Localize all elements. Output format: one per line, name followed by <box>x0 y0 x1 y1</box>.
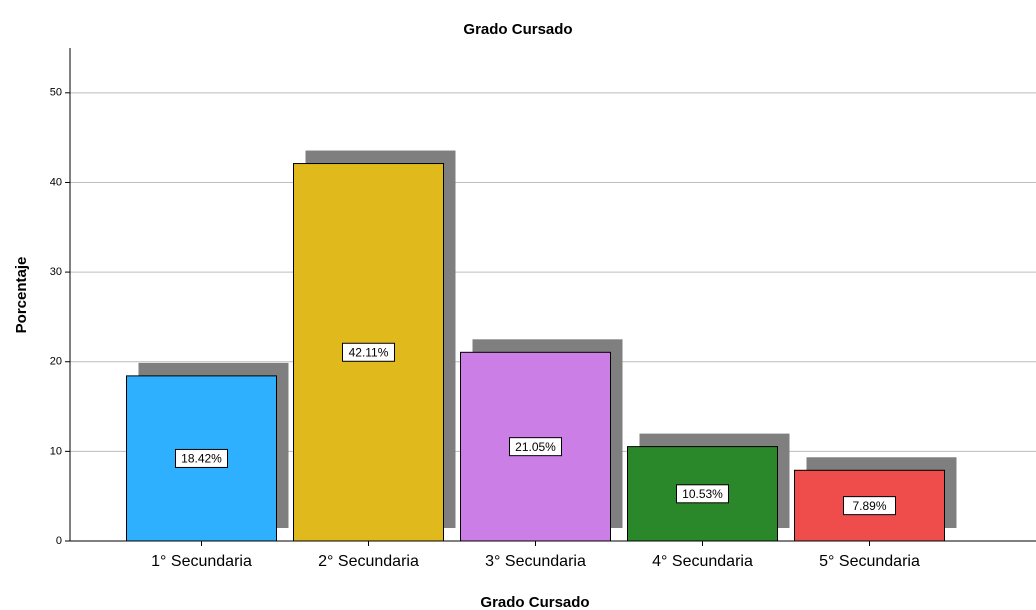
value-label-box <box>175 448 228 468</box>
y-tick-label: 30 <box>50 266 62 278</box>
value-label: 7.89% <box>852 499 886 513</box>
value-label: 18.42% <box>181 452 222 466</box>
y-tick-label: 40 <box>50 176 62 188</box>
y-tick-label: 20 <box>50 356 62 368</box>
y-tick-label: 10 <box>50 445 62 457</box>
value-label-box <box>342 342 395 362</box>
value-label-box <box>843 496 896 516</box>
x-tick-label: 3° Secundaria <box>485 553 586 570</box>
x-tick-label: 1° Secundaria <box>151 553 252 570</box>
y-tick-label: 0 <box>56 535 62 547</box>
x-tick-label: 4° Secundaria <box>652 553 753 570</box>
x-tick-label: 2° Secundaria <box>318 553 419 570</box>
value-label: 10.53% <box>682 487 723 501</box>
y-tick-label: 50 <box>50 87 62 99</box>
x-tick-label: 5° Secundaria <box>819 553 920 570</box>
chart-title: Grado Cursado <box>463 21 572 38</box>
y-axis-title: Porcentaje <box>13 257 30 334</box>
value-label: 21.05% <box>515 440 556 454</box>
x-axis-title: Grado Cursado <box>480 594 589 610</box>
value-label: 42.11% <box>349 345 389 359</box>
value-label-box <box>676 484 729 504</box>
value-label-box <box>509 437 562 457</box>
